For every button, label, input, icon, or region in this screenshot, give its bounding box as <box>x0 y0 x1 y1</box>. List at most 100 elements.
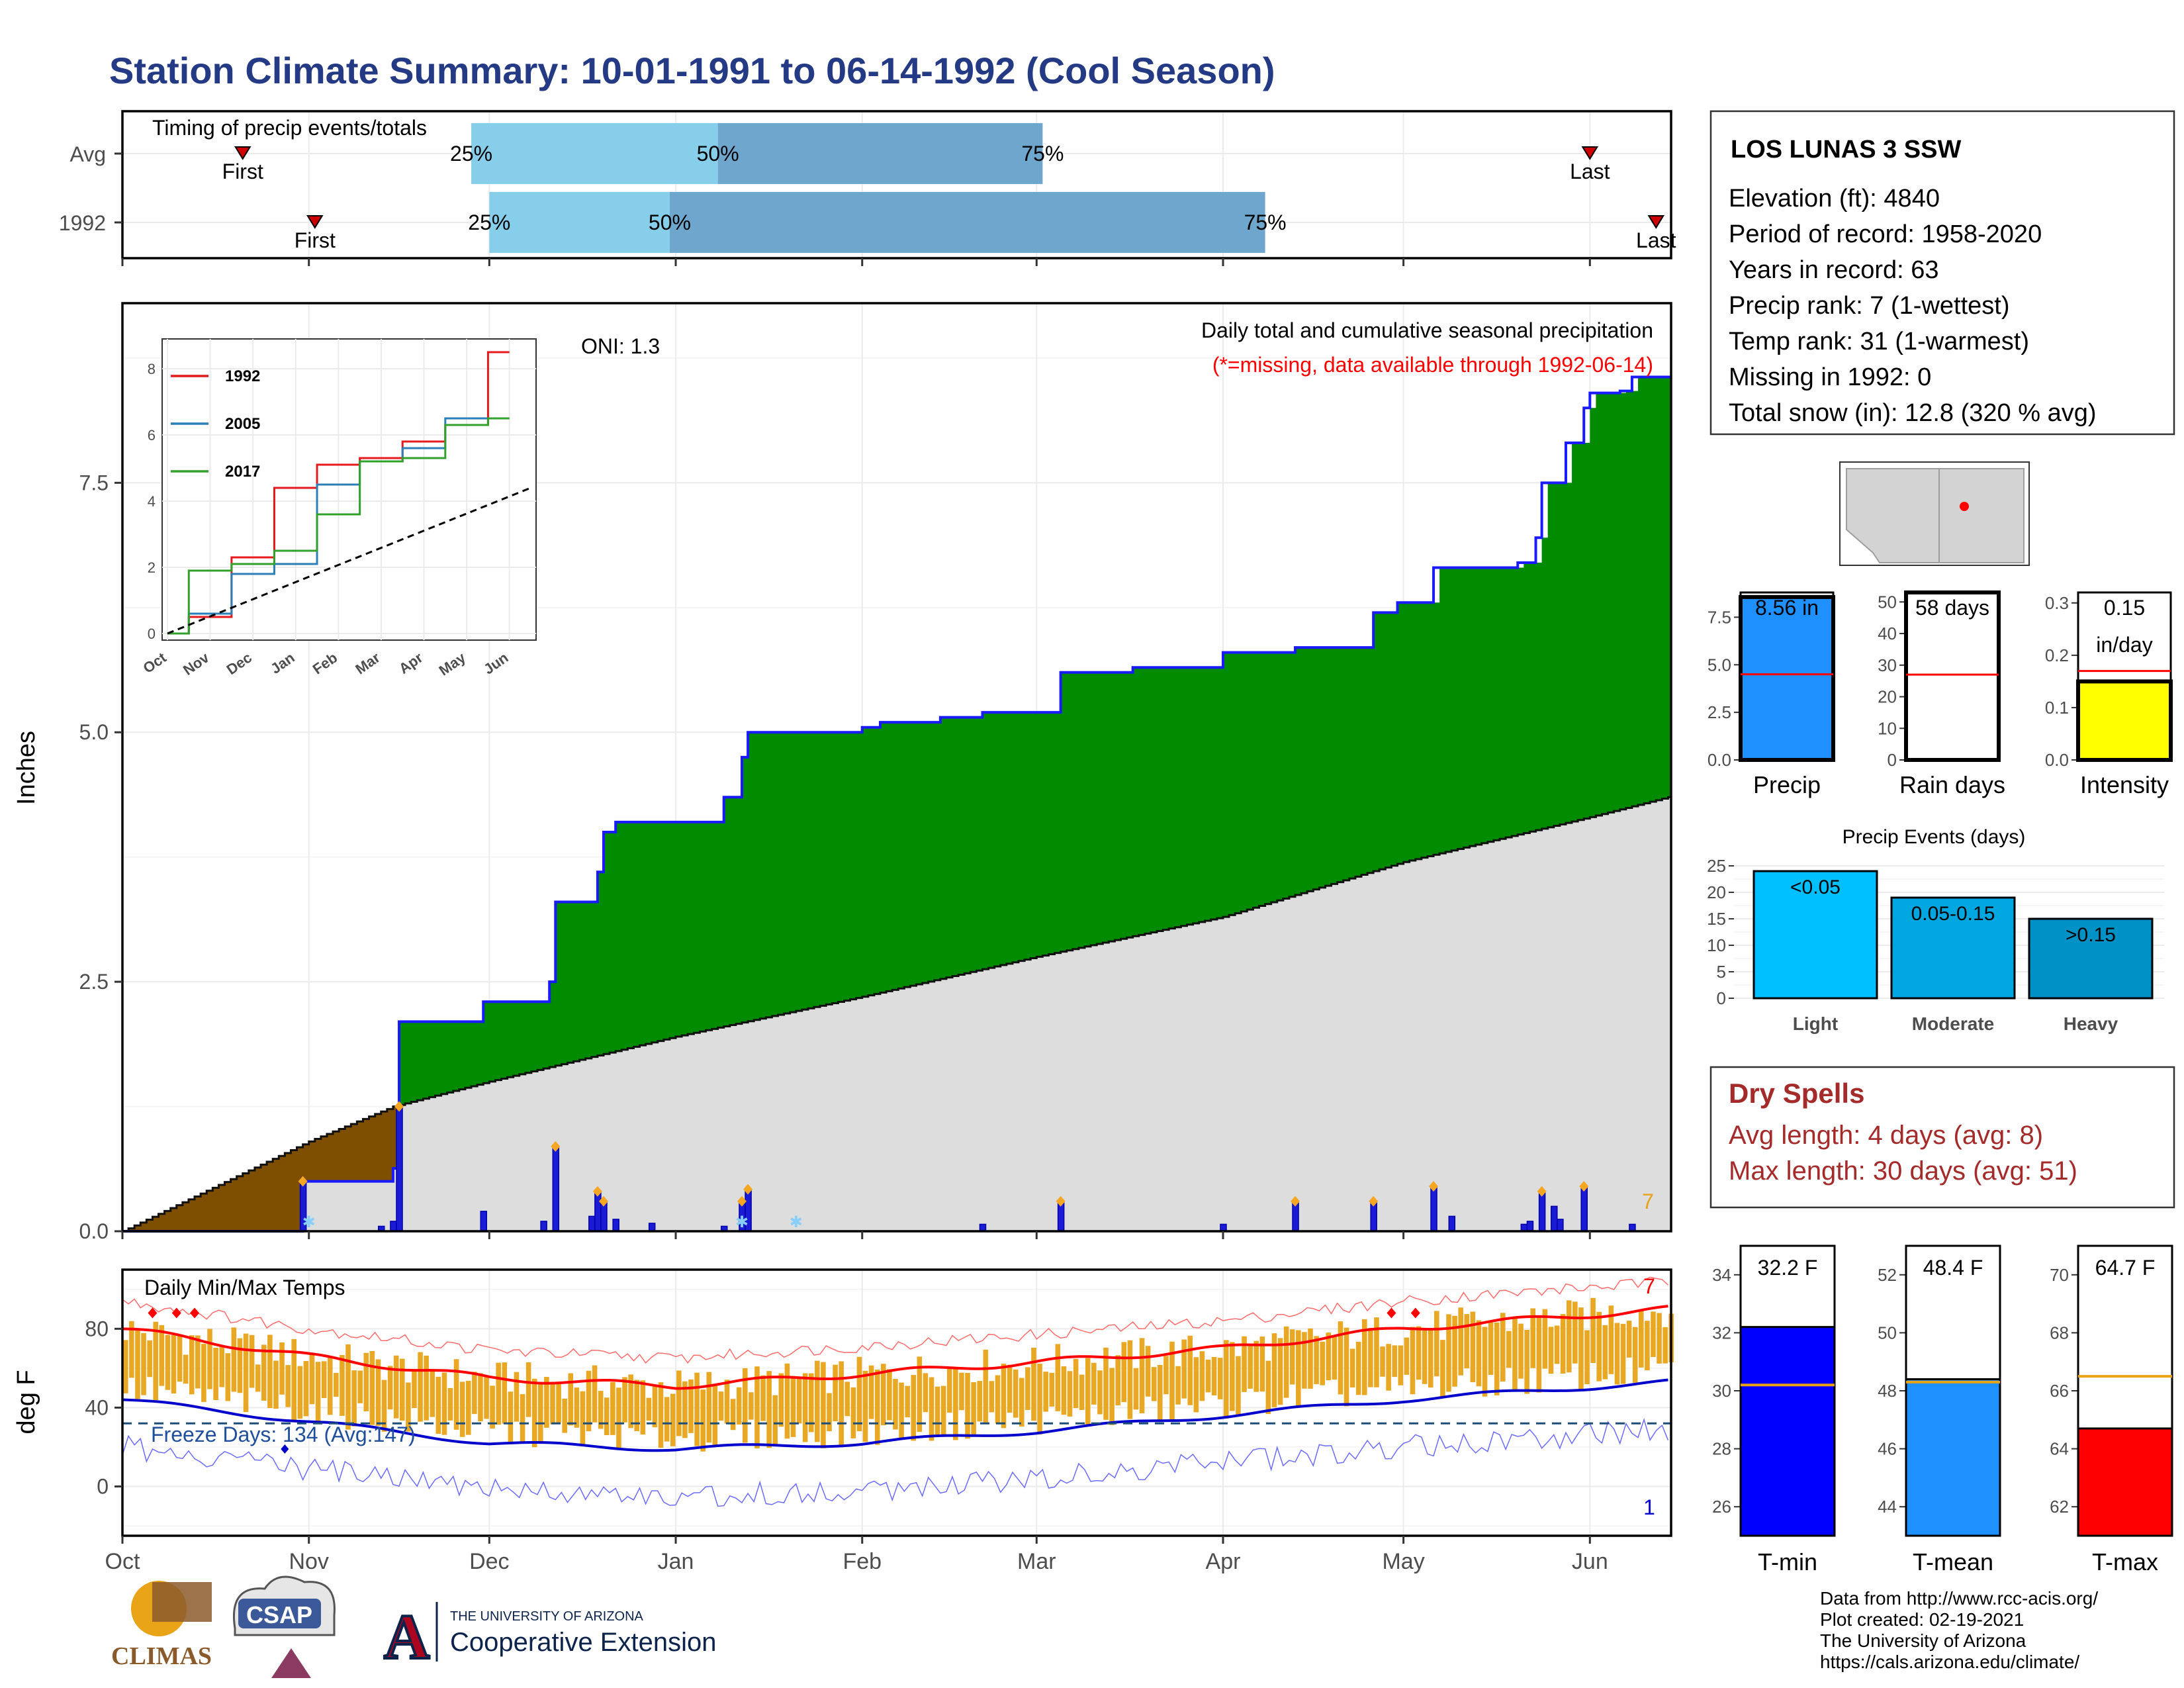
record-high-marker-icon <box>1387 1307 1396 1319</box>
temp-summary-tick-label: 62 <box>2050 1497 2069 1517</box>
precip-y-tick-label: 0.0 <box>79 1219 109 1243</box>
summary-value-unit: in/day <box>2096 633 2152 657</box>
summary-tick-label: 0.0 <box>1707 750 1731 770</box>
footer-line-3: The University of Arizona <box>1820 1630 2026 1651</box>
temp-summary-tick-label: 64 <box>2050 1439 2069 1459</box>
month-tick-label: Nov <box>289 1549 328 1574</box>
heavy-precip-marker-icon <box>298 1176 308 1187</box>
temp-summary-value-text: 32.2 F <box>1758 1256 1818 1280</box>
heavy-precip-marker-icon <box>1291 1196 1300 1207</box>
summary-tick-label: 20 <box>1878 687 1897 707</box>
daily-precip-bar <box>1580 1186 1588 1232</box>
precip-ylabel: Inches <box>13 731 40 805</box>
csap-logo: CSAP <box>233 1575 336 1678</box>
inset-y-tick-label: 4 <box>148 493 156 510</box>
daily-precip-bar <box>1526 1221 1534 1232</box>
timing-row-label-1992: 1992 <box>59 211 106 235</box>
footer-line-1: Data from http://www.rcc-acis.org/ <box>1820 1588 2098 1609</box>
summary-bar-label: Intensity <box>2080 771 2169 798</box>
precip-y-tick-label: 5.0 <box>79 720 109 744</box>
station-info-line: Years in record: 63 <box>1729 256 1939 284</box>
daily-precip-bar <box>612 1219 619 1232</box>
timing-first-label: First <box>295 228 336 252</box>
events-tick-label: 5 <box>1717 962 1726 982</box>
missing-note: (*=missing, data available through 1992-… <box>1212 353 1653 377</box>
average-max-temp-line <box>122 1305 1668 1390</box>
inset-legend-label: 2017 <box>225 463 260 481</box>
events-bar-label: >0.15 <box>2066 924 2116 946</box>
temp-frame <box>121 1268 1672 1537</box>
temp-summary-bar-tmax <box>2077 1427 2173 1537</box>
daily-precip-bar <box>1557 1219 1564 1232</box>
temp-summary-value-text: 48.4 F <box>1923 1256 1983 1280</box>
freeze-days-label: Freeze Days: 134 (Avg:147) <box>151 1423 416 1446</box>
inset-x-tick-label: Feb <box>310 649 340 678</box>
temp-summary-bar-tmean <box>1905 1378 2001 1537</box>
precip-panel: ✱ ✱ ✱ Inches 0.0 2.5 5.0 7.5 ONI: 1.3 Daily t… <box>13 302 1672 1243</box>
timing-bar-q50-q75 <box>717 123 1043 184</box>
temp-summary-tick-label: 44 <box>1878 1497 1897 1517</box>
record-high-marker-icon <box>1410 1307 1420 1319</box>
daily-precip-bar <box>588 1215 596 1232</box>
timing-panel: 25% 50% 75% First Last 25% 50% 75% First Last Tim… <box>59 110 1676 266</box>
inset-y-tick-label: 6 <box>148 427 156 444</box>
timing-last-marker-icon <box>1647 215 1665 229</box>
station-info-line: Precip rank: 7 (1-wettest) <box>1729 292 2009 320</box>
station-info-line: Period of record: 1958-2020 <box>1729 220 2042 248</box>
timing-first-marker-icon <box>306 215 324 229</box>
events-category-label: Moderate <box>1912 1013 1994 1034</box>
temp-summary-tick-label: 46 <box>1878 1439 1897 1459</box>
month-tick-label: Mar <box>1017 1549 1056 1574</box>
timing-bar-q50-q75 <box>669 192 1265 253</box>
summary-value-text: 8.56 in <box>1755 596 1819 620</box>
csap-logo-text: CSAP <box>246 1601 312 1628</box>
temp-y-tick-label: 40 <box>85 1395 109 1419</box>
events-bar-label: 0.05-0.15 <box>1911 903 1995 925</box>
inset-x-tick-label: Apr <box>396 649 426 677</box>
summary-value-text: 0.15 <box>2104 596 2145 620</box>
timing-quantile-label: 75% <box>1021 142 1064 165</box>
events-tick-label: 10 <box>1707 935 1726 955</box>
snow-marker-icon: ✱ <box>302 1213 316 1231</box>
temp-y-tick-label: 80 <box>85 1317 109 1340</box>
station-info-line: Elevation (ft): 4840 <box>1729 185 1940 212</box>
location-map <box>1839 461 2030 566</box>
month-tick-label: May <box>1382 1549 1424 1574</box>
timing-quantile-label: 25% <box>450 142 492 165</box>
footer-credits: Data from http://www.rcc-acis.org/ Plot … <box>1820 1588 2098 1672</box>
month-tick-label: Jan <box>658 1549 694 1574</box>
temp-label: Daily Min/Max Temps <box>144 1276 345 1299</box>
summary-tick-label: 40 <box>1878 624 1897 643</box>
summary-tick-label: 7.5 <box>1707 607 1731 627</box>
summary-tick-label: 2.5 <box>1707 702 1731 722</box>
daily-precip-bar <box>594 1190 602 1232</box>
timing-quantile-label: 75% <box>1244 211 1287 234</box>
events-bar-heavy <box>2028 917 2154 1000</box>
summary-tick-label: 5.0 <box>1707 655 1731 675</box>
summary-value-text: 58 days <box>1915 596 1989 620</box>
average-min-temp-line <box>122 1378 1668 1452</box>
temp-summary-label: T-max <box>2092 1548 2158 1575</box>
inset-x-tick-label: Dec <box>224 649 255 679</box>
inset-x-tick-label: Mar <box>352 649 383 677</box>
temp-summary-tick-label: 66 <box>2050 1381 2069 1401</box>
summary-bar-precip <box>1739 594 1835 763</box>
summary-tick-label: 0.1 <box>2045 698 2069 718</box>
inset-chart: 0 2 4 6 8 Oct Nov Dec Jan Feb Mar Apr May Jun 1992 200… <box>140 338 537 679</box>
temp-summary-value-text: 64.7 F <box>2095 1256 2156 1280</box>
timing-last-label: Last <box>1636 228 1676 252</box>
footer-line-2: Plot created: 02-19-2021 <box>1820 1609 2024 1630</box>
temp-summary-tick-label: 48 <box>1878 1381 1897 1401</box>
inset-frame <box>161 338 537 641</box>
above-average-area <box>122 377 1672 1231</box>
events-tick-label: 0 <box>1717 988 1726 1008</box>
below-average-area <box>128 1106 400 1231</box>
daily-precip-bar <box>1430 1186 1437 1232</box>
temp-summary-tick-label: 34 <box>1712 1265 1731 1285</box>
events-tick-label: 20 <box>1707 882 1726 902</box>
heavy-precip-marker-icon <box>737 1196 747 1207</box>
month-tick-label: Dec <box>469 1549 509 1574</box>
events-title: Precip Events (days) <box>1843 826 2026 848</box>
timing-quantile-label: 50% <box>649 211 691 234</box>
snow-marker-icon: ✱ <box>735 1213 749 1231</box>
